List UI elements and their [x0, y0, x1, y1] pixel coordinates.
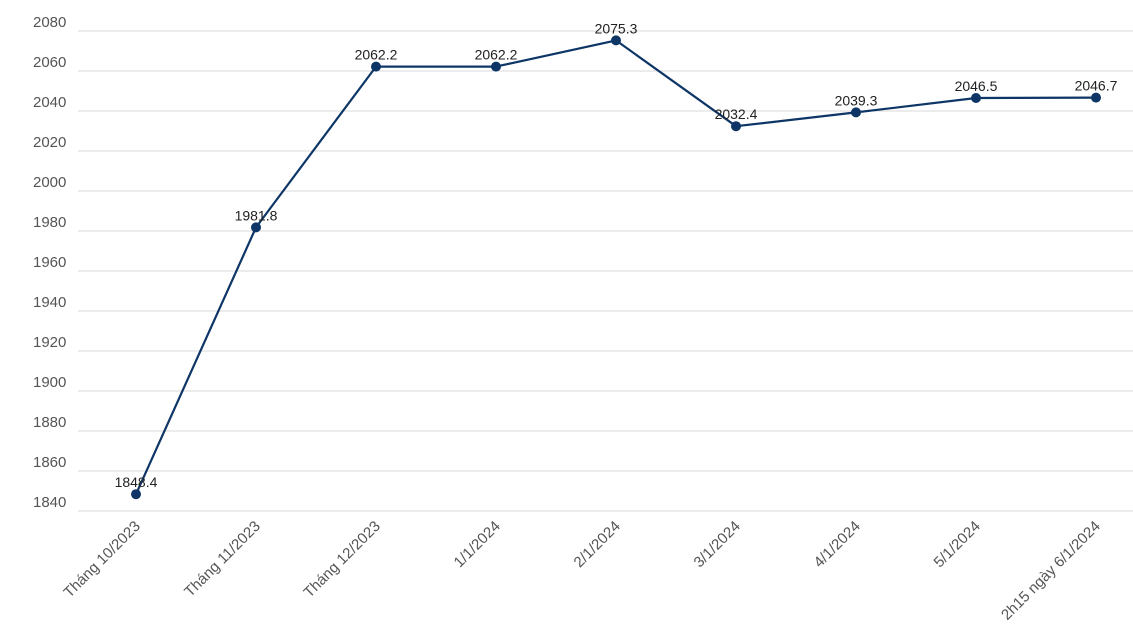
- data-point: [611, 35, 621, 46]
- x-tick-label: Tháng 10/2023: [60, 518, 143, 601]
- y-tick-label: 1860: [33, 454, 66, 471]
- data-label: 2039.3: [835, 92, 878, 108]
- x-axis-ticks: Tháng 10/2023 Tháng 11/2023 Tháng 12/2023 1…: [60, 518, 1103, 624]
- y-tick-label: 2060: [33, 54, 66, 71]
- data-points: [131, 35, 1101, 500]
- data-point: [131, 489, 141, 500]
- data-label: 2046.5: [955, 78, 998, 94]
- x-tick-label: Tháng 12/2023: [300, 518, 383, 601]
- data-label: 1848.4: [115, 474, 158, 490]
- data-point: [251, 222, 261, 233]
- y-axis-ticks: 1840 1860 1880 1900 1920 1940 1960 1980 2000 2020…: [33, 14, 66, 511]
- series-line: [134, 39, 1097, 495]
- x-tick-label: 2/1/2024: [571, 518, 624, 571]
- y-tick-label: 1840: [33, 494, 66, 511]
- y-tick-label: 1960: [33, 254, 66, 271]
- x-tick-label: 5/1/2024: [931, 518, 984, 571]
- series-group: [134, 39, 1097, 495]
- y-tick-label: 2000: [33, 174, 66, 191]
- y-tick-label: 1980: [33, 214, 66, 231]
- data-label: 1981.8: [235, 207, 278, 223]
- y-tick-label: 1880: [33, 414, 66, 431]
- data-labels: 1848.4 1981.8 2062.2 2062.2 2075.3 2032.4 2039…: [115, 20, 1118, 490]
- y-tick-label: 1940: [33, 294, 66, 311]
- y-tick-label: 2020: [33, 134, 66, 151]
- data-label: 2062.2: [475, 47, 518, 63]
- grid-lines: [78, 30, 1133, 512]
- data-point: [731, 121, 741, 132]
- x-tick-label: Tháng 11/2023: [181, 518, 264, 601]
- x-tick-label: 2h15 ngày 6/1/2024: [998, 518, 1104, 624]
- data-label: 2032.4: [715, 106, 758, 122]
- data-point: [851, 107, 861, 118]
- data-label: 2075.3: [595, 20, 638, 36]
- y-tick-label: 2080: [33, 14, 66, 31]
- x-tick-label: 4/1/2024: [811, 518, 864, 571]
- x-tick-label: 1/1/2024: [451, 518, 504, 571]
- data-point: [971, 93, 981, 103]
- y-tick-label: 1920: [33, 334, 66, 351]
- data-label: 2062.2: [355, 47, 398, 63]
- y-tick-label: 2040: [33, 94, 66, 111]
- data-label: 2046.7: [1075, 78, 1118, 94]
- data-point: [1091, 92, 1101, 103]
- x-tick-label: 3/1/2024: [691, 518, 744, 571]
- data-point: [491, 61, 501, 72]
- data-point: [371, 61, 381, 72]
- y-tick-label: 1900: [33, 374, 66, 391]
